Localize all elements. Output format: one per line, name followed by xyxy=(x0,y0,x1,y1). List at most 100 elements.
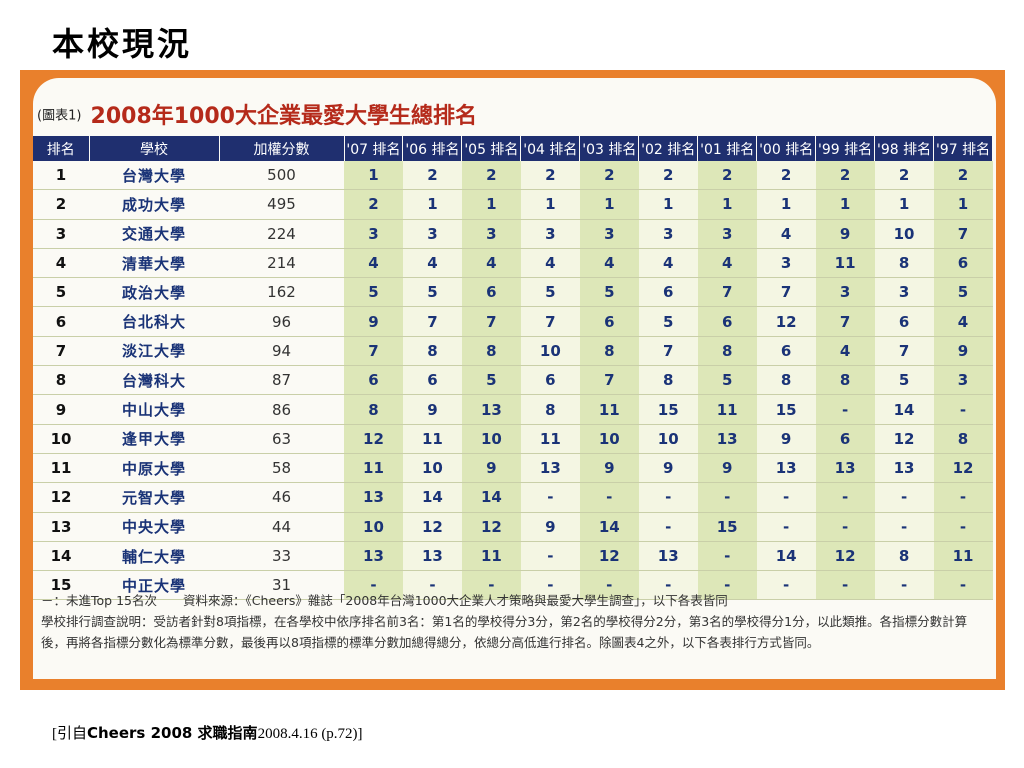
column-header: 排名 xyxy=(33,136,90,161)
year-rank-cell: 5 xyxy=(402,277,462,308)
chart-frame: (圖表1) 2008年1000大企業最愛大學生總排名 排名 學校 加權分數 '07 排… xyxy=(20,70,1005,690)
year-rank-cell: 14 xyxy=(461,482,521,513)
year-rank-cell: - xyxy=(579,570,639,601)
score-cell: 33 xyxy=(219,541,344,572)
rank-cell: 14 xyxy=(33,541,89,572)
rank-cell: 11 xyxy=(33,453,89,484)
year-rank-cell: 4 xyxy=(933,306,993,337)
table-row: 11 中原大學 58 11 10 9 13 9 9 9 13 13 13 12 xyxy=(33,453,993,484)
year-rank-cell: 12 xyxy=(933,453,993,484)
year-rank-cell: - xyxy=(638,482,698,513)
score-cell: 162 xyxy=(219,277,344,308)
ranking-table: 排名 學校 加權分數 '07 排名 '06 排名 '05 排名 '04 排名 '03 排名 '0… xyxy=(33,136,993,601)
year-rank-cell: 3 xyxy=(344,219,403,249)
year-rank-cell: 12 xyxy=(461,512,521,542)
year-rank-cell: 5 xyxy=(344,277,403,308)
score-cell: 224 xyxy=(219,219,344,249)
year-rank-cell: 15 xyxy=(697,512,757,542)
year-rank-cell: 3 xyxy=(697,219,757,249)
score-cell: 94 xyxy=(219,336,344,367)
year-rank-cell: - xyxy=(402,570,462,601)
year-rank-cell: - xyxy=(344,570,403,601)
school-cell: 台灣科大 xyxy=(89,365,219,396)
score-cell: 500 xyxy=(219,161,344,191)
year-rank-cell: - xyxy=(933,482,993,513)
year-rank-cell: 3 xyxy=(933,365,993,396)
year-rank-cell: 6 xyxy=(815,424,875,454)
column-header: 學校 xyxy=(89,136,220,161)
citation-caption: [引自Cheers 2008 求職指南2008.4.16 (p.72)] xyxy=(52,722,363,743)
year-rank-cell: 1 xyxy=(402,189,462,220)
year-rank-cell: - xyxy=(815,482,875,513)
year-rank-cell: 10 xyxy=(344,512,403,542)
year-rank-cell: 15 xyxy=(638,394,698,425)
school-cell: 交通大學 xyxy=(89,219,219,249)
year-rank-cell: - xyxy=(933,512,993,542)
table-row: 13 中央大學 44 10 12 12 9 14-15- - - - xyxy=(33,512,993,542)
year-rank-cell: 7 xyxy=(697,277,757,308)
school-cell: 台灣大學 xyxy=(89,161,219,191)
school-cell: 清華大學 xyxy=(89,248,219,279)
year-rank-cell: 6 xyxy=(933,248,993,279)
year-rank-cell: 6 xyxy=(344,365,403,396)
year-rank-cell: - xyxy=(756,570,816,601)
table-body: 1 台灣大學 500 1 2 2 2 2 2 2 2 2 2 2 2 成功大學 495 2 1 1 1 1 1 1 1 1 1 1 3 交… xyxy=(33,161,993,601)
year-rank-cell: 3 xyxy=(638,219,698,249)
school-cell: 成功大學 xyxy=(89,189,219,220)
year-rank-cell: - xyxy=(520,570,580,601)
school-cell: 中正大學 xyxy=(89,570,219,601)
table-row: 4 清華大學 214 4 4 4 4 4 4 4 3 11 8 6 xyxy=(33,248,993,279)
chart-card: (圖表1) 2008年1000大企業最愛大學生總排名 排名 學校 加權分數 '07 排… xyxy=(33,78,996,679)
year-rank-cell: 8 xyxy=(874,541,934,572)
year-rank-cell: - xyxy=(874,570,934,601)
year-rank-cell: 5 xyxy=(697,365,757,396)
slide-title: 本校現況 xyxy=(52,25,193,63)
year-rank-cell: 2 xyxy=(756,161,816,191)
year-rank-cell: 6 xyxy=(579,306,639,337)
column-header: '02 排名 xyxy=(638,136,699,161)
score-cell: 44 xyxy=(219,512,344,542)
year-rank-cell: 12 xyxy=(402,512,462,542)
year-rank-cell: 2 xyxy=(520,161,580,191)
column-header: 加權分數 xyxy=(219,136,345,161)
score-cell: 58 xyxy=(219,453,344,484)
year-rank-cell: - xyxy=(638,512,698,542)
rank-cell: 1 xyxy=(33,161,89,191)
year-rank-cell: 13 xyxy=(402,541,462,572)
year-rank-cell: - xyxy=(815,394,875,425)
year-rank-cell: - xyxy=(461,570,521,601)
year-rank-cell: - xyxy=(874,512,934,542)
year-rank-cell: 13 xyxy=(461,394,521,425)
year-rank-cell: 1 xyxy=(638,189,698,220)
year-rank-cell: 7 xyxy=(520,306,580,337)
year-rank-cell: 14 xyxy=(402,482,462,513)
year-rank-cell: 7 xyxy=(874,336,934,367)
figure-tag: (圖表1) xyxy=(37,108,82,124)
year-rank-cell: - xyxy=(697,541,757,572)
year-rank-cell: 11 xyxy=(344,453,403,484)
legend-note: －：未進Top 15名次 xyxy=(41,593,157,608)
year-rank-cell: 8 xyxy=(520,394,580,425)
chart-title: 2008年1000大企業最愛大學生總排名 xyxy=(90,104,477,129)
year-rank-cell: 3 xyxy=(520,219,580,249)
method-note: 學校排行調查說明：受訪者針對8項指標，在各學校中依序排名前3名：第1名的學校得分… xyxy=(41,614,968,650)
year-rank-cell: 5 xyxy=(579,277,639,308)
year-rank-cell: 10 xyxy=(461,424,521,454)
year-rank-cell: 11 xyxy=(402,424,462,454)
year-rank-cell: 9 xyxy=(461,453,521,484)
year-rank-cell: 13 xyxy=(815,453,875,484)
chart-header: (圖表1) 2008年1000大企業最愛大學生總排名 xyxy=(37,98,477,129)
year-rank-cell: 7 xyxy=(756,277,816,308)
year-rank-cell: 5 xyxy=(520,277,580,308)
year-rank-cell: 10 xyxy=(638,424,698,454)
year-rank-cell: 10 xyxy=(402,453,462,484)
year-rank-cell: 1 xyxy=(579,189,639,220)
year-rank-cell: 2 xyxy=(815,161,875,191)
year-rank-cell: 1 xyxy=(344,161,403,191)
year-rank-cell: 5 xyxy=(874,365,934,396)
year-rank-cell: 2 xyxy=(402,161,462,191)
year-rank-cell: 11 xyxy=(815,248,875,279)
year-rank-cell: 10 xyxy=(874,219,934,249)
year-rank-cell: 9 xyxy=(638,453,698,484)
rank-cell: 7 xyxy=(33,336,89,367)
